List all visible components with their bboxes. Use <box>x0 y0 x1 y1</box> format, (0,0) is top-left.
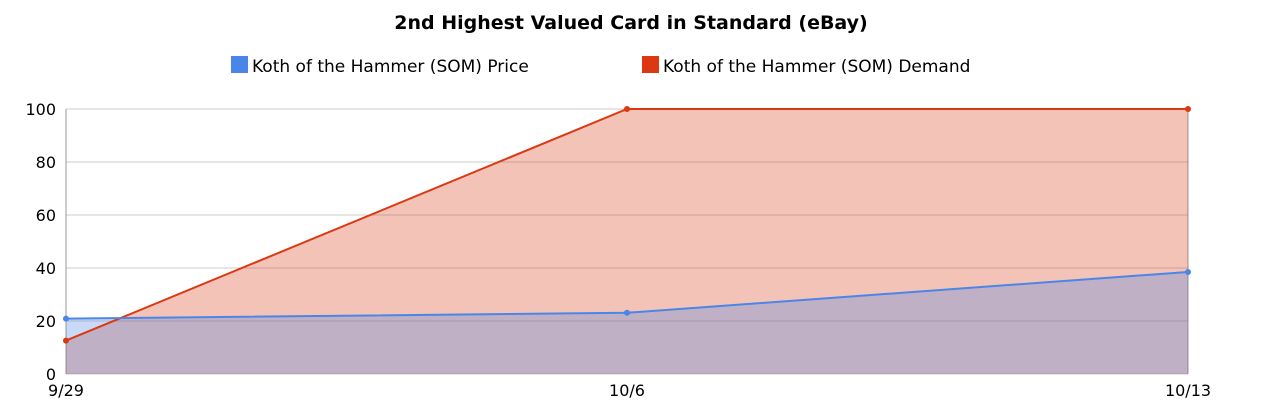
legend-label-demand: Koth of the Hammer (SOM) Demand <box>663 57 970 77</box>
area-demand <box>66 109 1188 374</box>
x-axis-ticks: 9/29 10/6 10/13 <box>48 381 1211 400</box>
area-price <box>66 271 1188 374</box>
point-demand[interactable] <box>63 337 69 344</box>
plot-points <box>63 106 1191 344</box>
legend-item-price[interactable]: Koth of the Hammer (SOM) Price <box>231 56 529 77</box>
point-demand[interactable] <box>624 106 630 112</box>
point-price[interactable] <box>1185 268 1191 275</box>
point-price[interactable] <box>624 309 630 316</box>
y-tick-label: 60 <box>36 206 56 225</box>
point-demand[interactable] <box>1185 106 1191 112</box>
y-tick-label: 20 <box>36 312 56 331</box>
y-tick-label: 100 <box>25 100 56 119</box>
legend-swatch-price <box>231 56 248 73</box>
legend-item-demand[interactable]: Koth of the Hammer (SOM) Demand <box>642 56 970 77</box>
y-tick-label: 40 <box>36 259 56 278</box>
plot-areas <box>66 109 1188 374</box>
y-axis-ticks: 0 20 40 60 80 100 <box>25 100 56 384</box>
x-tick-label: 10/13 <box>1165 381 1211 400</box>
x-tick-label: 9/29 <box>48 381 84 400</box>
legend: Koth of the Hammer (SOM) Price Koth of t… <box>231 56 970 77</box>
legend-label-price: Koth of the Hammer (SOM) Price <box>252 57 529 77</box>
y-tick-label: 80 <box>36 153 56 172</box>
chart-title: 2nd Highest Valued Card in Standard (eBa… <box>394 12 868 34</box>
legend-swatch-demand <box>642 56 659 73</box>
y-tick-label: 0 <box>46 365 56 384</box>
point-price[interactable] <box>63 315 69 322</box>
x-tick-label: 10/6 <box>609 381 645 400</box>
